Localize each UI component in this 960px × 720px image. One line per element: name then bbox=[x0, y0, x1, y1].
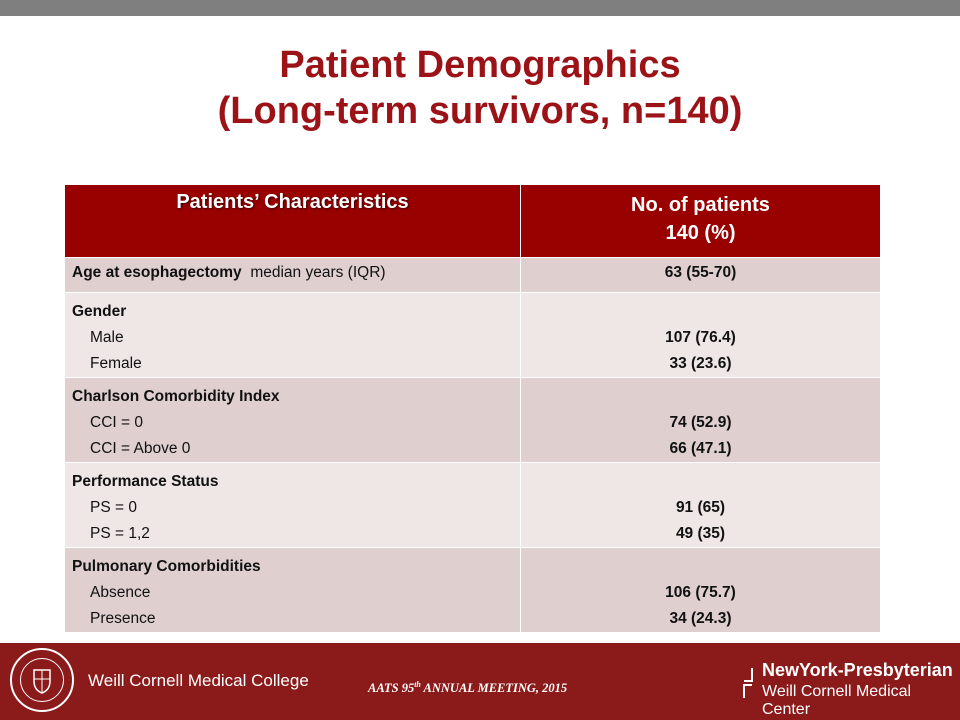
age-value: 63 (55-70) bbox=[520, 257, 881, 293]
gender-male-label: Male bbox=[90, 329, 124, 346]
cci-above-label: CCI = Above 0 bbox=[90, 440, 191, 457]
cci-zero-value: 74 (52.9) bbox=[669, 414, 732, 431]
weill-cornell-seal-logo bbox=[10, 648, 74, 712]
ps-heading: Performance Status bbox=[72, 473, 219, 490]
top-bar bbox=[0, 0, 960, 16]
meeting-caption-post: ANNUAL MEETING, 2015 bbox=[420, 681, 568, 696]
table-row-pulmonary: Pulmonary Comorbidities Absence Presence… bbox=[64, 547, 881, 633]
slide-title-line2: (Long-term survivors, n=140) bbox=[217, 90, 743, 132]
meeting-caption-sup: th bbox=[414, 680, 421, 689]
age-label: Age at esophagectomy median years (IQR) bbox=[64, 257, 521, 293]
footer-bar bbox=[0, 643, 960, 720]
table-row-gender: Gender Male Female 107 (76.4) 33 (23.6) bbox=[64, 292, 881, 378]
nyp-logo-line1: NewYork-Presbyterian bbox=[762, 660, 953, 680]
pulm-presence-label: Presence bbox=[90, 610, 156, 627]
cci-values: 74 (52.9) 66 (47.1) bbox=[520, 377, 881, 463]
age-label-bold: Age at esophagectomy bbox=[72, 264, 242, 281]
table-header-row: Patients’ Characteristics No. of patient… bbox=[64, 184, 881, 258]
header-characteristics: Patients’ Characteristics bbox=[64, 184, 521, 258]
cci-heading: Charlson Comorbidity Index bbox=[72, 388, 280, 405]
ps-zero-label: PS = 0 bbox=[90, 499, 137, 516]
ps-12-label: PS = 1,2 bbox=[90, 525, 150, 542]
table-row-performance: Performance Status PS = 0 PS = 1,2 91 (6… bbox=[64, 462, 881, 548]
nyp-bracket-logo-icon bbox=[743, 668, 753, 698]
header-patients-line1: No. of patients bbox=[631, 194, 770, 216]
pulm-presence-value: 34 (24.3) bbox=[669, 610, 732, 627]
gender-male-value: 107 (76.4) bbox=[665, 329, 736, 346]
nyp-logo-line2: Weill Cornell Medical Center bbox=[762, 683, 912, 718]
meeting-caption-pre: AATS 95 bbox=[368, 681, 415, 696]
header-patients: No. of patients 140 (%) bbox=[520, 184, 881, 258]
cci-above-value: 66 (47.1) bbox=[669, 440, 732, 457]
gender-female-value: 33 (23.6) bbox=[669, 355, 732, 372]
gender-values: 107 (76.4) 33 (23.6) bbox=[520, 292, 881, 378]
slide-title-line1: Patient Demographics bbox=[279, 44, 681, 86]
header-patients-line2: 140 (%) bbox=[665, 222, 736, 244]
gender-heading: Gender bbox=[72, 303, 127, 320]
ps-values: 91 (65) 49 (35) bbox=[520, 462, 881, 548]
age-label-rest: median years (IQR) bbox=[250, 264, 386, 281]
ps-12-value: 49 (35) bbox=[675, 525, 726, 542]
table-row-age: Age at esophagectomy median years (IQR) … bbox=[64, 257, 881, 293]
pulm-label: Pulmonary Comorbidities Absence Presence bbox=[64, 547, 521, 633]
table-row-cci: Charlson Comorbidity Index CCI = 0 CCI =… bbox=[64, 377, 881, 463]
weill-cornell-college-logo-text: Weill Cornell Medical College bbox=[88, 671, 309, 690]
pulm-values: 106 (75.7) 34 (24.3) bbox=[520, 547, 881, 633]
pulm-heading: Pulmonary Comorbidities bbox=[72, 558, 261, 575]
seal-inner-ring bbox=[20, 658, 64, 702]
cci-zero-label: CCI = 0 bbox=[90, 414, 143, 431]
pulm-absence-label: Absence bbox=[90, 584, 151, 601]
gender-female-label: Female bbox=[90, 355, 142, 372]
gender-label: Gender Male Female bbox=[64, 292, 521, 378]
cci-label: Charlson Comorbidity Index CCI = 0 CCI =… bbox=[64, 377, 521, 463]
demographics-table: Patients’ Characteristics No. of patient… bbox=[64, 184, 881, 633]
seal-shield-icon bbox=[33, 669, 51, 694]
slide-title: Patient Demographics (Long-term survivor… bbox=[0, 42, 960, 134]
ps-zero-value: 91 (65) bbox=[675, 499, 726, 516]
ps-label: Performance Status PS = 0 PS = 1,2 bbox=[64, 462, 521, 548]
pulm-absence-value: 106 (75.7) bbox=[665, 584, 736, 601]
meeting-caption: AATS 95th ANNUAL MEETING, 2015 bbox=[368, 680, 567, 696]
